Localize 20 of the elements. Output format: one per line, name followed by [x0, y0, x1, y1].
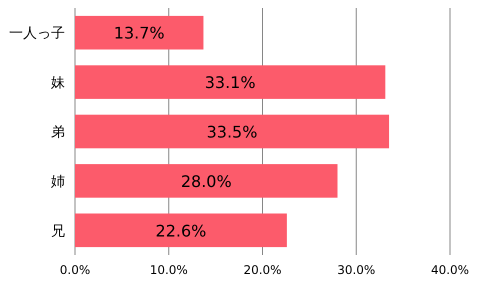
bar [75, 214, 287, 248]
x-tick-label: 20.0% [243, 263, 282, 277]
y-tick-label: 妹 [51, 75, 65, 92]
bar [75, 65, 386, 99]
x-tick-label: 40.0% [430, 263, 470, 277]
x-tick-label: 0.0% [60, 263, 90, 277]
data-label: 33.1% [204, 73, 256, 92]
x-tick-label: 30.0% [337, 263, 376, 277]
bar [75, 114, 390, 148]
y-tick-label: 弟 [51, 124, 65, 140]
data-label: 33.5% [206, 122, 258, 142]
bar [75, 164, 338, 198]
y-tick-label: 兄 [51, 223, 65, 240]
bar [75, 16, 204, 50]
data-label: 28.0% [180, 172, 232, 191]
data-label: 22.6% [156, 221, 206, 240]
y-tick-label: 一人っ子 [9, 26, 65, 42]
x-tick-label: 10.0% [150, 263, 188, 277]
data-label: 13.7% [114, 24, 165, 43]
y-tick-label: 姉 [51, 174, 65, 190]
